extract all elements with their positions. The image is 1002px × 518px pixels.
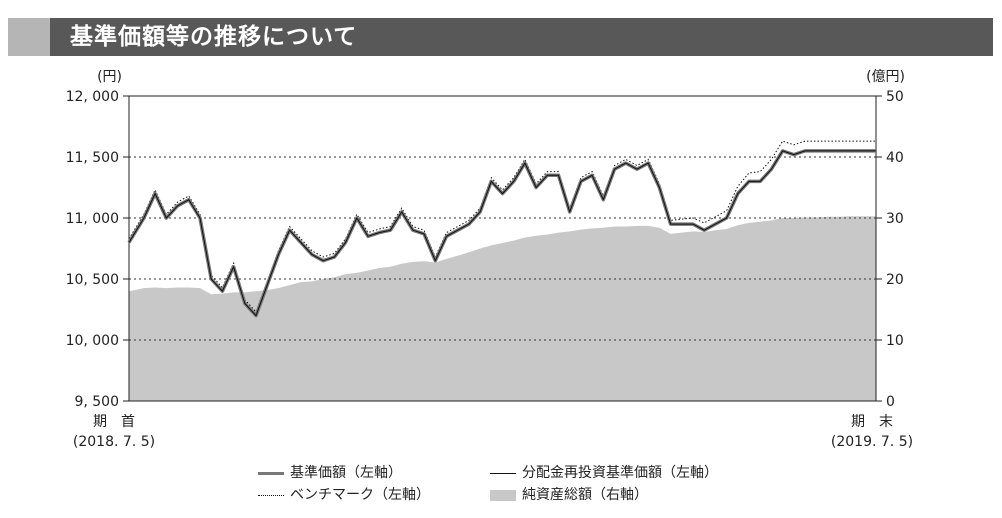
legend-benchmark: ベンチマーク（左軸） xyxy=(258,486,430,504)
legend-net-assets-swatch xyxy=(490,489,516,501)
left-tick-label: 12, 000 xyxy=(66,89,119,105)
right-tick-label: 0 xyxy=(886,394,895,410)
page-title: 基準価額等の推移について xyxy=(70,24,358,50)
header-accent-bar xyxy=(8,18,50,56)
legend-reinvested-swatch xyxy=(490,472,516,474)
plot-frame xyxy=(128,95,877,402)
x-end-label: 期 末 xyxy=(851,414,893,430)
x-start-label: 期 首 xyxy=(93,414,135,430)
right-tick-label: 50 xyxy=(886,89,904,105)
net-assets-area xyxy=(129,216,876,401)
right-tick-label: 40 xyxy=(886,150,904,166)
right-tick-label: 20 xyxy=(886,272,904,288)
left-tick-label: 11, 500 xyxy=(66,150,119,166)
right-tick-label: 30 xyxy=(886,211,904,227)
left-axis-unit: (円) xyxy=(97,69,122,85)
legend-benchmark-swatch xyxy=(258,494,284,496)
right-tick-label: 10 xyxy=(886,333,904,349)
legend-benchmark-label: ベンチマーク（左軸） xyxy=(290,487,430,503)
legend-nav-swatch xyxy=(258,471,284,475)
legend-nav-label: 基準価額（左軸） xyxy=(290,465,402,481)
left-tick-label: 11, 000 xyxy=(66,211,119,227)
x-start-date: (2018. 7. 5) xyxy=(73,434,155,450)
legend-reinvested: 分配金再投資基準価額（左軸） xyxy=(490,464,718,482)
section-header: 基準価額等の推移について xyxy=(8,18,993,56)
legend-reinvested-label: 分配金再投資基準価額（左軸） xyxy=(522,465,718,481)
left-tick-label: 10, 000 xyxy=(66,333,119,349)
legend-nav: 基準価額（左軸） xyxy=(258,464,402,482)
right-axis-unit: (億円) xyxy=(866,69,905,85)
legend-net-assets: 純資産総額（右軸） xyxy=(490,486,648,504)
left-tick-label: 10, 500 xyxy=(66,272,119,288)
x-end-date: (2019. 7. 5) xyxy=(831,434,913,450)
left-tick-label: 9, 500 xyxy=(74,394,119,410)
reinvested-nav-line xyxy=(128,150,876,317)
legend-net-assets-label: 純資産総額（右軸） xyxy=(522,487,648,503)
